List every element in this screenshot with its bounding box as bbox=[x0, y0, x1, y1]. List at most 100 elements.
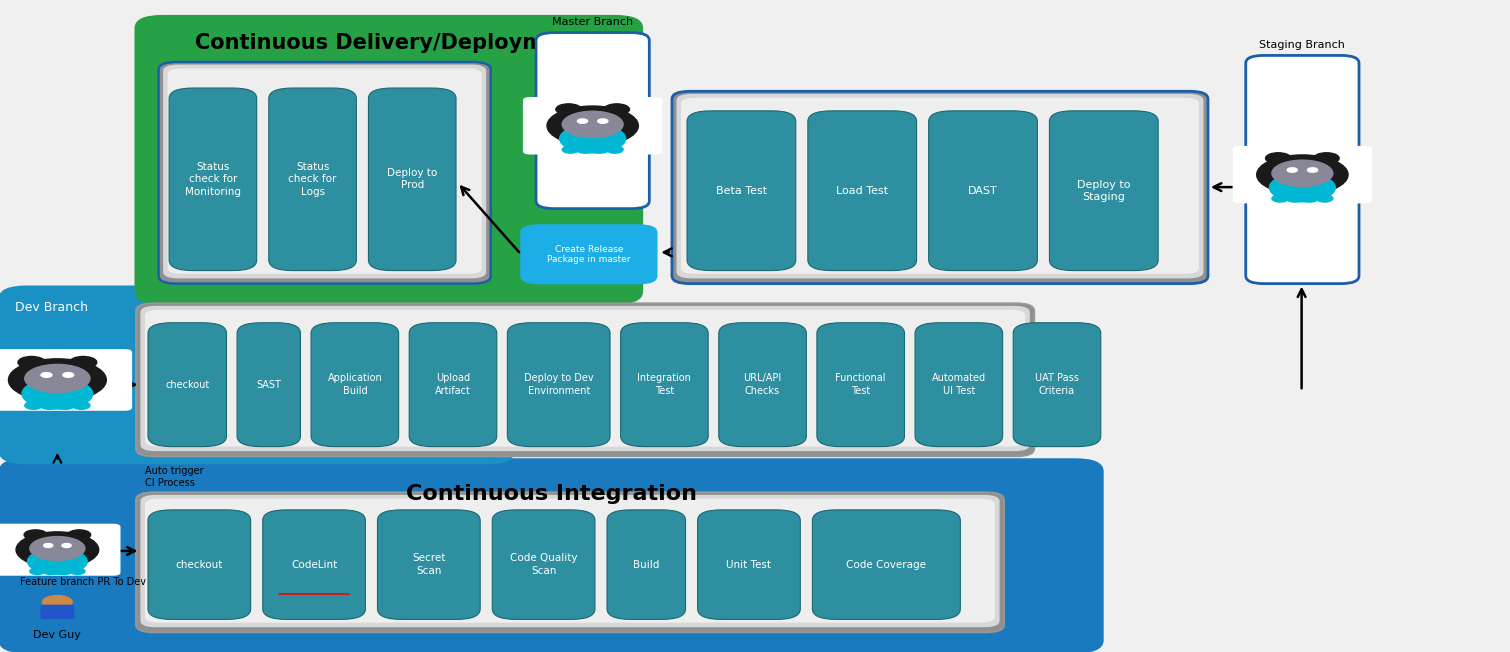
FancyBboxPatch shape bbox=[168, 68, 482, 274]
FancyBboxPatch shape bbox=[536, 33, 649, 209]
FancyBboxPatch shape bbox=[698, 510, 800, 619]
Circle shape bbox=[63, 373, 74, 378]
Text: Integration
Test: Integration Test bbox=[637, 374, 692, 396]
Circle shape bbox=[598, 119, 609, 123]
Text: Master Branch: Master Branch bbox=[553, 18, 633, 27]
FancyBboxPatch shape bbox=[163, 65, 486, 278]
FancyBboxPatch shape bbox=[1049, 111, 1158, 271]
Circle shape bbox=[23, 378, 92, 409]
Text: Code Quality
Scan: Code Quality Scan bbox=[510, 554, 577, 576]
FancyBboxPatch shape bbox=[140, 495, 1000, 627]
Text: Status
check for
Logs: Status check for Logs bbox=[288, 162, 337, 197]
Circle shape bbox=[1271, 195, 1288, 202]
Circle shape bbox=[1302, 195, 1318, 202]
Text: Application
Build: Application Build bbox=[328, 374, 382, 396]
Text: Build: Build bbox=[633, 559, 660, 570]
FancyBboxPatch shape bbox=[1246, 55, 1359, 284]
Text: Upload
Artifact: Upload Artifact bbox=[435, 374, 471, 396]
Text: UAT Pass
Criteria: UAT Pass Criteria bbox=[1034, 374, 1080, 396]
FancyBboxPatch shape bbox=[521, 225, 657, 284]
Text: Continuous Integration: Continuous Integration bbox=[406, 484, 696, 505]
FancyBboxPatch shape bbox=[719, 323, 806, 447]
Circle shape bbox=[560, 125, 625, 153]
Circle shape bbox=[1256, 155, 1348, 194]
Text: Secret
Scan: Secret Scan bbox=[412, 554, 445, 576]
FancyBboxPatch shape bbox=[607, 510, 686, 619]
FancyBboxPatch shape bbox=[145, 499, 995, 623]
FancyBboxPatch shape bbox=[812, 510, 960, 619]
FancyBboxPatch shape bbox=[368, 88, 456, 271]
FancyBboxPatch shape bbox=[263, 510, 365, 619]
Text: Load Test: Load Test bbox=[837, 186, 888, 196]
Circle shape bbox=[1265, 153, 1291, 164]
FancyBboxPatch shape bbox=[140, 306, 1030, 451]
FancyBboxPatch shape bbox=[136, 16, 642, 303]
Circle shape bbox=[41, 373, 51, 378]
FancyBboxPatch shape bbox=[522, 97, 663, 155]
Circle shape bbox=[556, 104, 581, 115]
Circle shape bbox=[24, 402, 42, 409]
FancyBboxPatch shape bbox=[687, 111, 796, 271]
Text: Deploy to
Staging: Deploy to Staging bbox=[1077, 179, 1131, 202]
Circle shape bbox=[27, 548, 88, 574]
Circle shape bbox=[24, 364, 91, 393]
FancyBboxPatch shape bbox=[41, 604, 74, 619]
FancyBboxPatch shape bbox=[0, 287, 513, 463]
FancyBboxPatch shape bbox=[0, 349, 133, 411]
Circle shape bbox=[30, 537, 85, 560]
Text: Staging Branch: Staging Branch bbox=[1259, 40, 1345, 50]
Text: DAST: DAST bbox=[968, 186, 998, 196]
Text: Auto trigger
CI Process: Auto trigger CI Process bbox=[145, 466, 204, 488]
Circle shape bbox=[17, 532, 98, 567]
FancyBboxPatch shape bbox=[148, 510, 251, 619]
Text: Automated
UI Test: Automated UI Test bbox=[932, 374, 986, 396]
Circle shape bbox=[69, 568, 85, 574]
Circle shape bbox=[57, 402, 74, 409]
Text: Create Release
Package in master: Create Release Package in master bbox=[547, 244, 631, 264]
Text: Deploy to
Prod: Deploy to Prod bbox=[387, 168, 438, 190]
FancyBboxPatch shape bbox=[145, 310, 1025, 447]
Text: Feature branch PR To Dev: Feature branch PR To Dev bbox=[20, 577, 146, 587]
Circle shape bbox=[72, 402, 91, 409]
Text: SAST: SAST bbox=[257, 379, 281, 390]
FancyBboxPatch shape bbox=[1232, 146, 1373, 203]
FancyBboxPatch shape bbox=[409, 323, 497, 447]
Text: Status
check for
Monitoring: Status check for Monitoring bbox=[184, 162, 242, 197]
Circle shape bbox=[30, 568, 45, 574]
Circle shape bbox=[62, 544, 71, 548]
FancyBboxPatch shape bbox=[169, 88, 257, 271]
Circle shape bbox=[607, 146, 624, 153]
Circle shape bbox=[562, 146, 578, 153]
FancyBboxPatch shape bbox=[672, 91, 1208, 284]
Circle shape bbox=[68, 530, 91, 540]
Circle shape bbox=[41, 402, 57, 409]
Text: checkout: checkout bbox=[175, 559, 223, 570]
Circle shape bbox=[577, 119, 587, 123]
Circle shape bbox=[69, 357, 97, 368]
Circle shape bbox=[42, 568, 57, 574]
Circle shape bbox=[562, 111, 624, 138]
FancyBboxPatch shape bbox=[136, 492, 1004, 632]
Text: Continuous Delivery/Deployment: Continuous Delivery/Deployment bbox=[195, 33, 583, 53]
FancyBboxPatch shape bbox=[148, 323, 226, 447]
Circle shape bbox=[1271, 160, 1333, 186]
Circle shape bbox=[44, 544, 53, 548]
FancyBboxPatch shape bbox=[681, 98, 1199, 274]
FancyBboxPatch shape bbox=[0, 460, 1102, 652]
FancyBboxPatch shape bbox=[237, 323, 300, 447]
Circle shape bbox=[577, 146, 593, 153]
Circle shape bbox=[1287, 168, 1297, 172]
Circle shape bbox=[18, 357, 45, 368]
FancyBboxPatch shape bbox=[817, 323, 904, 447]
FancyBboxPatch shape bbox=[929, 111, 1037, 271]
FancyBboxPatch shape bbox=[269, 88, 356, 271]
FancyBboxPatch shape bbox=[136, 303, 1034, 456]
Circle shape bbox=[1287, 195, 1303, 202]
FancyBboxPatch shape bbox=[676, 94, 1203, 278]
Circle shape bbox=[592, 146, 609, 153]
Circle shape bbox=[1314, 153, 1339, 164]
Text: Deploy to Dev
Environment: Deploy to Dev Environment bbox=[524, 374, 593, 396]
Circle shape bbox=[1270, 173, 1335, 201]
FancyBboxPatch shape bbox=[621, 323, 708, 447]
FancyBboxPatch shape bbox=[808, 111, 917, 271]
